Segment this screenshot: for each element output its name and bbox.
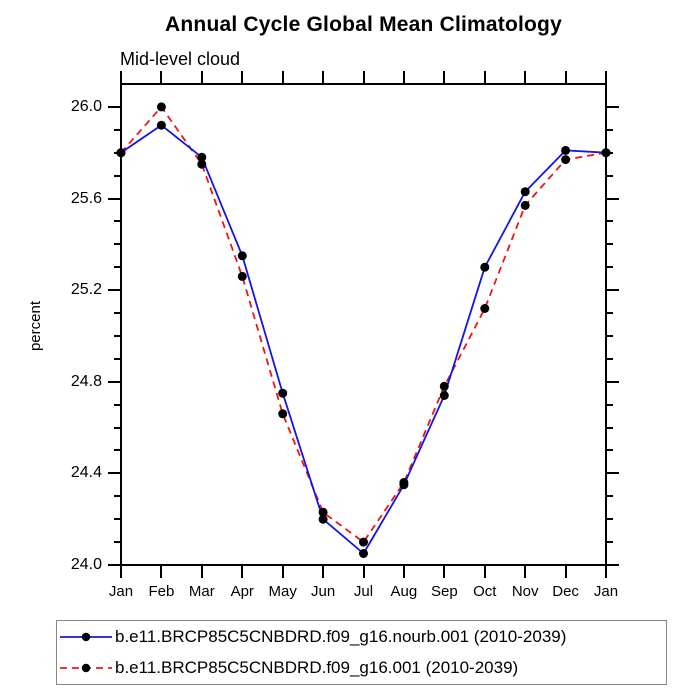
x-tick-label: Oct bbox=[473, 583, 497, 600]
data-point-marker bbox=[156, 102, 166, 112]
x-tick-label: Sep bbox=[430, 583, 458, 600]
y-tick-label: 26.0 bbox=[70, 97, 102, 115]
x-tick-label: Apr bbox=[230, 583, 254, 600]
x-tick-label: Jun bbox=[310, 583, 336, 600]
data-point-marker bbox=[480, 262, 490, 272]
y-tick-label: 25.6 bbox=[70, 189, 102, 207]
legend: b.e11.BRCP85C5CNBDRD.f09_g16.nourb.001 (… bbox=[56, 620, 667, 685]
chart-subtitle: Mid-level cloud bbox=[120, 49, 241, 69]
x-tick-label: Jul bbox=[353, 583, 374, 600]
y-tick-label: 24.4 bbox=[70, 464, 102, 482]
x-tick-label: Dec bbox=[552, 583, 579, 600]
y-tick-label: 25.2 bbox=[70, 281, 102, 299]
y-tick-label: 24.8 bbox=[70, 372, 102, 390]
data-point-marker bbox=[520, 200, 530, 210]
legend-label: b.e11.BRCP85C5CNBDRD.f09_g16.001 (2010-2… bbox=[115, 657, 519, 677]
data-point-marker bbox=[318, 514, 328, 524]
x-tick-label: Nov bbox=[511, 583, 539, 600]
data-point-marker bbox=[237, 251, 247, 261]
legend-label: b.e11.BRCP85C5CNBDRD.f09_g16.nourb.001 (… bbox=[115, 627, 567, 647]
x-tick-label: Aug bbox=[390, 583, 418, 600]
series-line-0 bbox=[120, 124, 607, 555]
x-tick-label: May bbox=[268, 583, 297, 600]
x-tick-label: Mar bbox=[188, 583, 215, 600]
y-tick-label: 24.0 bbox=[70, 556, 102, 573]
data-point-marker bbox=[561, 155, 571, 165]
data-point-marker bbox=[197, 152, 207, 162]
data-point-marker bbox=[237, 271, 247, 281]
axis-box bbox=[120, 83, 607, 566]
legend-marker-solid-line-icon bbox=[60, 633, 112, 642]
data-point-marker bbox=[156, 120, 166, 130]
data-point-marker bbox=[439, 391, 449, 400]
data-point-marker bbox=[278, 409, 288, 419]
data-point-marker bbox=[197, 159, 207, 169]
x-tick-label: Jan bbox=[108, 583, 134, 600]
series-line-1 bbox=[120, 106, 607, 543]
data-point-marker bbox=[601, 148, 611, 158]
data-point-marker bbox=[359, 537, 368, 547]
x-tick-label: Jan bbox=[593, 583, 619, 600]
data-point-marker bbox=[399, 478, 409, 487]
x-tick-label: Feb bbox=[148, 583, 175, 600]
data-point-marker bbox=[439, 381, 449, 391]
data-point-marker bbox=[116, 148, 126, 158]
data-point-marker bbox=[278, 388, 288, 398]
legend-item: b.e11.BRCP85C5CNBDRD.f09_g16.001 (2010-2… bbox=[57, 654, 666, 682]
data-point-marker bbox=[520, 187, 530, 197]
data-point-marker bbox=[359, 549, 368, 558]
legend-item: b.e11.BRCP85C5CNBDRD.f09_g16.nourb.001 (… bbox=[57, 623, 666, 651]
data-point-marker bbox=[318, 507, 328, 517]
data-point-marker bbox=[480, 304, 490, 313]
chart-title: Annual Cycle Global Mean Climatology bbox=[165, 13, 562, 36]
legend-marker-dashed-line-icon bbox=[60, 663, 112, 672]
data-point-marker bbox=[561, 145, 571, 155]
